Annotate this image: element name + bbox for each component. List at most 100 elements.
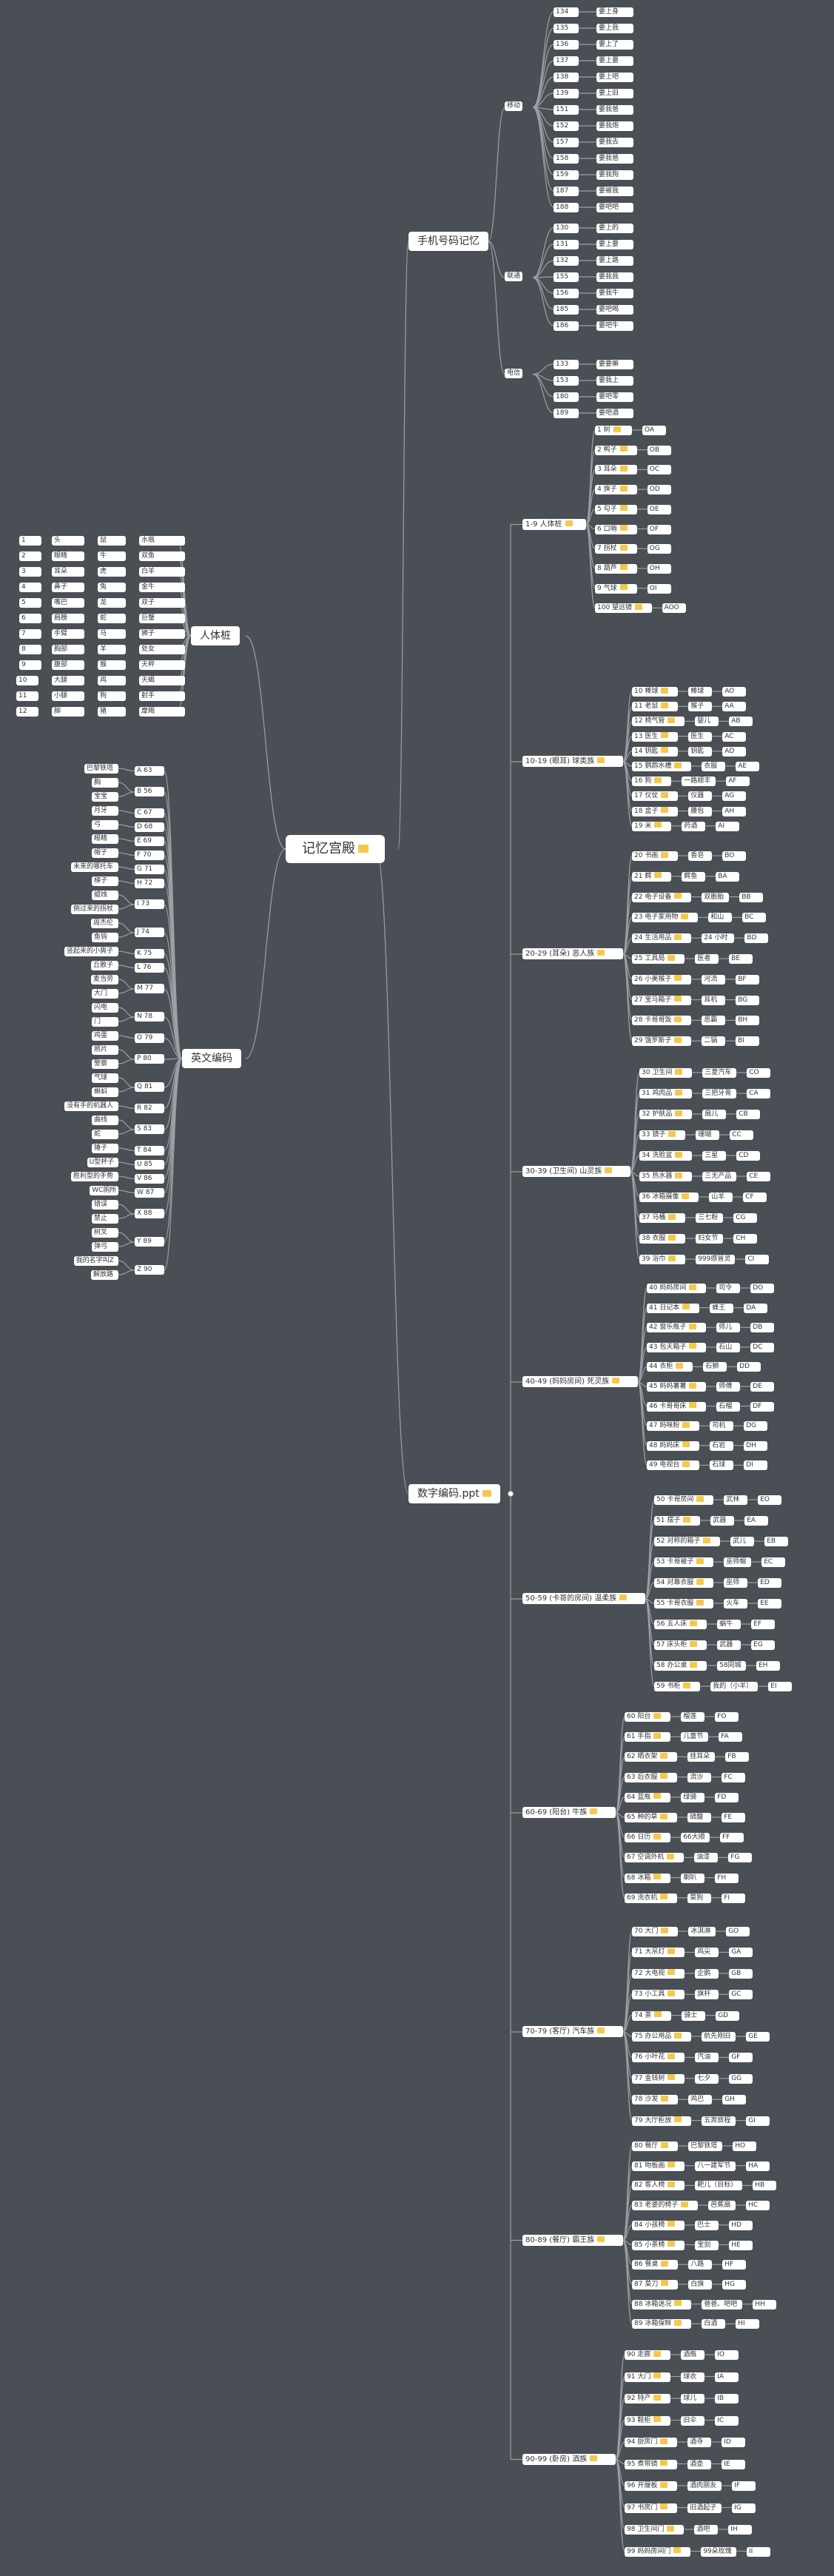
letter-code[interactable]: I 73 [135,899,164,909]
number-mnemonic[interactable]: CH [733,1234,758,1244]
number-code[interactable]: 38 衣服 [639,1234,686,1244]
number-mnemonic[interactable]: EI [768,1682,793,1691]
number-mnemonic[interactable]: 双胞胎 [702,892,730,902]
body-cell[interactable]: 小腿 [52,691,84,701]
number-mnemonic[interactable]: 八路 [688,2260,713,2270]
body-cell[interactable]: 6 [19,614,41,623]
phone-prefix[interactable]: 187 [554,187,579,196]
number-mnemonic[interactable]: II [747,2546,770,2557]
number-mnemonic[interactable]: 喇叭 [681,1873,705,1883]
branch-numbers[interactable]: 数字编码.ppt [408,1484,500,1503]
number-code[interactable]: 77 金钱树 [632,2073,685,2084]
body-cell[interactable]: 3 [19,567,41,577]
number-code[interactable]: 96 开履板 [625,2481,678,2491]
number-code[interactable]: 61 手指 [625,1732,671,1743]
letter-code[interactable]: V 86 [135,1173,164,1184]
body-cell[interactable]: 马 [98,629,126,639]
number-code[interactable]: 80 餐厅 [632,2141,679,2151]
phone-prefix[interactable]: 136 [554,40,579,50]
number-mnemonic[interactable]: CF [743,1193,767,1202]
number-mnemonic[interactable]: 仪器 [688,791,713,802]
number-mnemonic[interactable]: GD [716,2010,740,2021]
phone-prefix[interactable]: 134 [554,7,579,17]
number-mnemonic[interactable]: FC [722,1772,746,1782]
number-code[interactable]: 44 衣柜 [647,1362,693,1372]
number-mnemonic[interactable]: DB [750,1323,775,1333]
phone-prefix[interactable]: 139 [554,89,579,98]
number-code[interactable]: 51 摆子 [654,1516,701,1526]
number-mnemonic[interactable]: 流沙 [687,1772,712,1782]
phone-mnemonic[interactable]: 要上了 [596,40,633,50]
number-mnemonic[interactable]: 酒壶 [687,2459,712,2469]
number-mnemonic[interactable]: 妇女节 [696,1234,724,1244]
number-code[interactable]: 76 小叶花 [632,2053,685,2063]
number-code[interactable]: 87 菜刀 [632,2279,679,2290]
number-code[interactable]: 86 餐桌 [632,2260,679,2270]
letter-code[interactable]: Z 90 [135,1265,164,1275]
number-mnemonic[interactable]: IC [715,2415,739,2426]
number-mnemonic[interactable]: FD [715,1792,739,1802]
body-cell[interactable]: 水瓶 [139,536,185,546]
number-mnemonic[interactable]: DI [744,1460,768,1471]
number-mnemonic[interactable]: 三星 [702,1151,727,1161]
letter-code[interactable]: Q 81 [135,1082,164,1092]
number-code[interactable]: 15 鹦鹉水槽 [632,762,692,771]
number-code[interactable]: 2 鸭子 [595,445,637,455]
number-code[interactable]: 67 空调外机 [625,1853,685,1863]
number-mnemonic[interactable]: FA [719,1732,743,1743]
number-mnemonic[interactable]: HH [753,2299,777,2310]
number-code[interactable]: 24 生活用品 [632,933,692,944]
number-mnemonic[interactable]: 航先刚旧 [702,2032,736,2042]
number-mnemonic[interactable]: 扇儿 [702,1110,727,1119]
number-code[interactable]: 98 卫生间门 [625,2525,685,2535]
number-mnemonic[interactable]: 白酒 [702,2319,726,2330]
letter-code[interactable]: E 69 [135,836,164,846]
number-mnemonic[interactable]: 66大顺 [681,1833,710,1843]
letter-mnemonic[interactable]: 照片 [92,1045,118,1055]
number-code[interactable]: 78 沙发 [632,2095,679,2105]
number-mnemonic[interactable]: CA [747,1089,771,1099]
phone-prefix[interactable]: 132 [554,256,579,266]
number-mnemonic[interactable]: BD [744,933,769,944]
letter-code[interactable]: Y 89 [135,1237,164,1247]
number-mnemonic[interactable]: GH [722,2095,747,2105]
number-code[interactable]: 6 口哨 [595,524,637,534]
number-mnemonic[interactable]: AH [722,806,747,816]
number-code[interactable]: 99 妈妈房间门 [625,2546,691,2557]
letter-code[interactable]: T 84 [135,1145,164,1155]
number-mnemonic[interactable]: 鸡尖 [695,1948,719,1958]
number-mnemonic[interactable]: OE [647,504,671,514]
number-code[interactable]: 4 旗子 [595,485,637,495]
number-code[interactable]: 97 书房门 [625,2503,678,2513]
number-mnemonic[interactable]: GE [746,2032,770,2042]
number-code[interactable]: 31 鸡肉品 [639,1089,693,1099]
number-mnemonic[interactable]: AI [716,821,740,831]
letter-mnemonic[interactable]: 蜡烛 [92,890,118,900]
number-mnemonic[interactable]: AB [729,717,753,727]
number-mnemonic[interactable]: AC [722,731,747,742]
number-mnemonic[interactable]: OB [647,445,671,455]
number-mnemonic[interactable]: AA [722,702,747,712]
number-mnemonic[interactable]: OF [647,524,671,534]
number-code[interactable]: 57 床头柜 [654,1640,707,1650]
number-code[interactable]: 59 书柜 [654,1682,701,1691]
number-mnemonic[interactable]: BC [742,913,767,923]
number-mnemonic[interactable]: HC [746,2201,770,2211]
number-mnemonic[interactable]: 汽油 [695,2053,719,2063]
number-mnemonic[interactable]: 靶儿（目标） [695,2181,743,2191]
phone-mnemonic[interactable]: 要上要 [596,56,633,66]
phone-prefix[interactable]: 157 [554,138,579,147]
letter-mnemonic[interactable]: 弓 [92,820,118,830]
number-mnemonic[interactable]: CD [736,1151,761,1161]
letter-mnemonic[interactable]: 弹弓 [92,1242,118,1252]
body-cell[interactable]: 处女 [139,645,185,654]
number-mnemonic[interactable]: BI [736,1036,760,1047]
letter-mnemonic[interactable]: 没有手的机器人 [64,1101,118,1111]
body-cell[interactable]: 手臂 [52,629,84,639]
phone-group[interactable]: 电信 [505,368,523,378]
number-mnemonic[interactable]: DF [750,1401,775,1412]
number-mnemonic[interactable]: CI [745,1255,770,1264]
number-mnemonic[interactable]: GA [729,1948,753,1958]
number-mnemonic[interactable]: EB [764,1537,789,1546]
number-code[interactable]: 10 棒球 [632,687,679,697]
